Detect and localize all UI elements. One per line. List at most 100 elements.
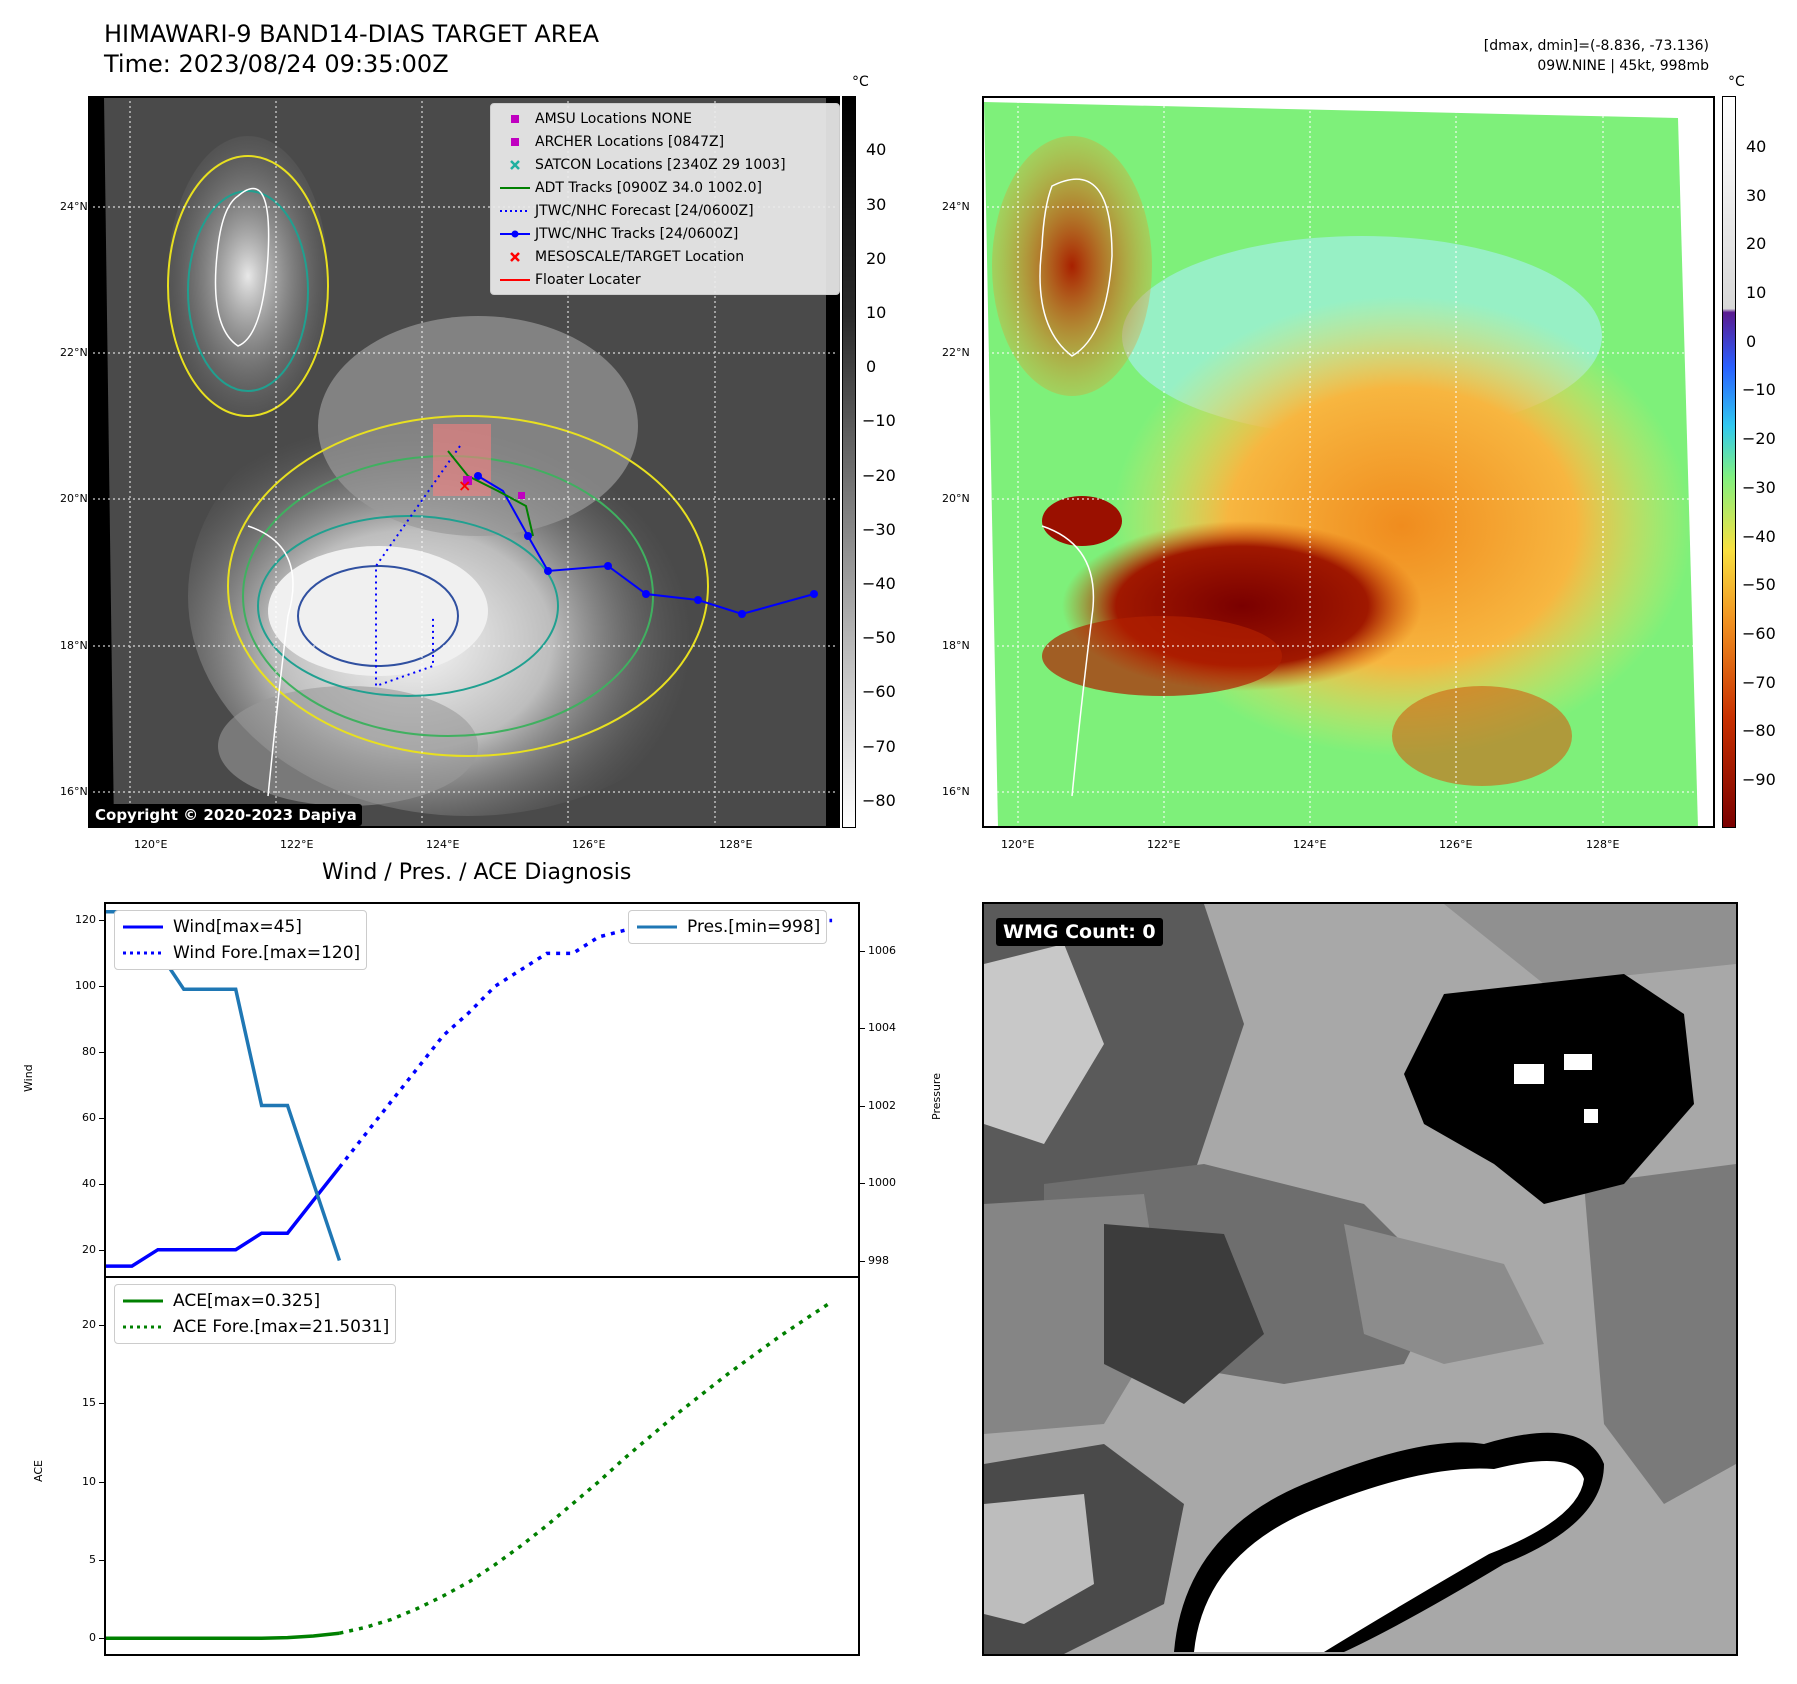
colorbar-tick: 40 <box>1746 137 1767 156</box>
copyright-label: Copyright © 2020-2023 Dapiya <box>90 804 362 826</box>
colorbar-tick: −20 <box>862 466 896 485</box>
dotted-line-icon <box>123 951 163 955</box>
colorbar-tick: 10 <box>866 303 887 322</box>
colorbar-tick: −50 <box>862 628 896 647</box>
y-tick-mark <box>99 1481 104 1483</box>
line-marker-icon <box>123 925 163 929</box>
svg-text:×: × <box>458 476 471 495</box>
ir-map-frame <box>88 96 840 828</box>
series-line <box>338 918 833 1169</box>
y-tick-label: 120 <box>75 913 96 927</box>
colorbar-tick: 20 <box>1746 234 1767 253</box>
lat-tick: 20°N <box>942 492 970 505</box>
y-tick-mark <box>99 1052 104 1054</box>
colorbar-unit: °C <box>852 74 869 90</box>
series-line <box>106 1631 340 1641</box>
colorbar-tick: −60 <box>862 682 896 701</box>
pres-legend: Pres.[min=998] <box>628 910 828 944</box>
y-tick-label: 40 <box>82 1176 96 1190</box>
lat-tick: 24°N <box>60 200 88 213</box>
y-tick-label: 20 <box>82 1318 96 1331</box>
figure-title: HIMAWARI-9 BAND14-DIAS TARGET AREA <box>104 20 600 48</box>
diag-title: Wind / Pres. / ACE Diagnosis <box>322 860 632 885</box>
ir-colorbar <box>842 96 856 828</box>
legend-archer: ARCHER Locations [0847Z] <box>495 130 835 153</box>
colorbar-tick: −10 <box>862 411 896 430</box>
y-tick-mark <box>99 1325 104 1326</box>
line-dot-icon <box>500 230 530 237</box>
wind-ylabel: Wind <box>22 1064 35 1092</box>
y-tick-mark <box>99 920 104 922</box>
lon-tick: 128°E <box>1586 838 1620 851</box>
series-line <box>339 1300 834 1635</box>
y-tick-label: 0 <box>89 1631 96 1645</box>
wmg-count-badge: WMG Count: 0 <box>996 918 1163 946</box>
y-tick-label: 1002 <box>868 1098 896 1112</box>
y-tick-label: 80 <box>82 1045 96 1059</box>
lon-tick: 120°E <box>134 838 168 851</box>
y-tick-label: 1000 <box>868 1176 896 1189</box>
line-marker-icon <box>123 1299 163 1303</box>
colorbar-tick: −80 <box>1742 721 1776 740</box>
square-marker-icon <box>511 114 519 123</box>
colorbar-tick: −40 <box>1742 527 1776 546</box>
y-tick-mark <box>99 1638 104 1640</box>
wind-legend: Wind[max=45] Wind Fore.[max=120] <box>114 910 368 970</box>
figure-time: Time: 2023/08/24 09:35:00Z <box>104 50 449 78</box>
color-map-image <box>982 96 1715 828</box>
lon-tick: 122°E <box>1147 838 1181 851</box>
ace-panel <box>104 1276 860 1656</box>
series-line <box>106 1166 341 1268</box>
y-tick-label: 100 <box>75 979 96 993</box>
lon-tick: 126°E <box>1439 838 1473 851</box>
y-tick-mark <box>99 1183 104 1185</box>
lon-tick: 124°E <box>426 838 460 851</box>
colorbar-tick: 30 <box>866 195 887 214</box>
line-marker-icon <box>500 186 530 189</box>
lon-tick: 124°E <box>1293 838 1327 851</box>
y-tick-mark <box>99 1117 104 1119</box>
color-map-panel <box>982 96 1715 828</box>
pres-ylabel: Pressure <box>930 1073 943 1120</box>
legend-forecast: JTWC/NHC Forecast [24/0600Z] <box>495 199 835 222</box>
wmg-image <box>984 904 1736 1654</box>
y-tick-label: 15 <box>82 1396 96 1410</box>
y-tick-label: 1004 <box>868 1021 896 1034</box>
colorbar-tick: −80 <box>862 791 896 810</box>
lat-tick: 16°N <box>60 785 88 798</box>
lon-tick: 128°E <box>719 838 753 851</box>
storm-info: 09W.NINE | 45kt, 998mb <box>1537 58 1709 74</box>
legend-amsu: AMSU Locations NONE <box>495 107 835 130</box>
y-tick-label: 10 <box>82 1474 96 1488</box>
legend-satcon: SATCON Locations [2340Z 29 1003] <box>495 153 835 176</box>
x-marker-icon <box>510 251 520 262</box>
y-tick-mark <box>99 1560 104 1561</box>
y-tick-mark <box>860 1028 865 1029</box>
colorbar-tick: 20 <box>866 249 887 268</box>
dotted-line-icon <box>500 209 530 212</box>
dotted-line-icon <box>123 1325 163 1329</box>
colorbar-tick: −60 <box>1742 624 1776 643</box>
legend-floater: Floater Locater <box>495 268 835 291</box>
wmg-panel: WMG Count: 0 <box>982 902 1738 1656</box>
line-marker-icon <box>637 925 677 929</box>
legend-ace-fore: ACE Fore.[max=21.5031] <box>121 1314 389 1340</box>
colorbar-tick: −70 <box>862 737 896 756</box>
color-map-frame <box>982 96 1715 828</box>
y-tick-mark <box>99 1403 104 1405</box>
colorbar-tick: −20 <box>1742 429 1776 448</box>
color-colorbar <box>1722 96 1736 828</box>
y-tick-mark <box>860 1183 865 1184</box>
y-tick-label: 998 <box>868 1253 889 1267</box>
legend-target: MESOSCALE/TARGET Location <box>495 245 835 268</box>
colorbar-tick: 40 <box>866 140 887 159</box>
square-marker-icon <box>511 137 519 146</box>
lon-tick: 120°E <box>1001 838 1035 851</box>
lat-tick: 18°N <box>60 639 88 652</box>
lat-tick: 20°N <box>60 492 88 505</box>
legend-wind: Wind[max=45] <box>121 914 360 940</box>
legend-ace: ACE[max=0.325] <box>121 1288 389 1314</box>
x-marker-icon <box>510 159 520 170</box>
y-tick-mark <box>99 1249 104 1251</box>
colorbar-tick: −10 <box>1742 380 1776 399</box>
